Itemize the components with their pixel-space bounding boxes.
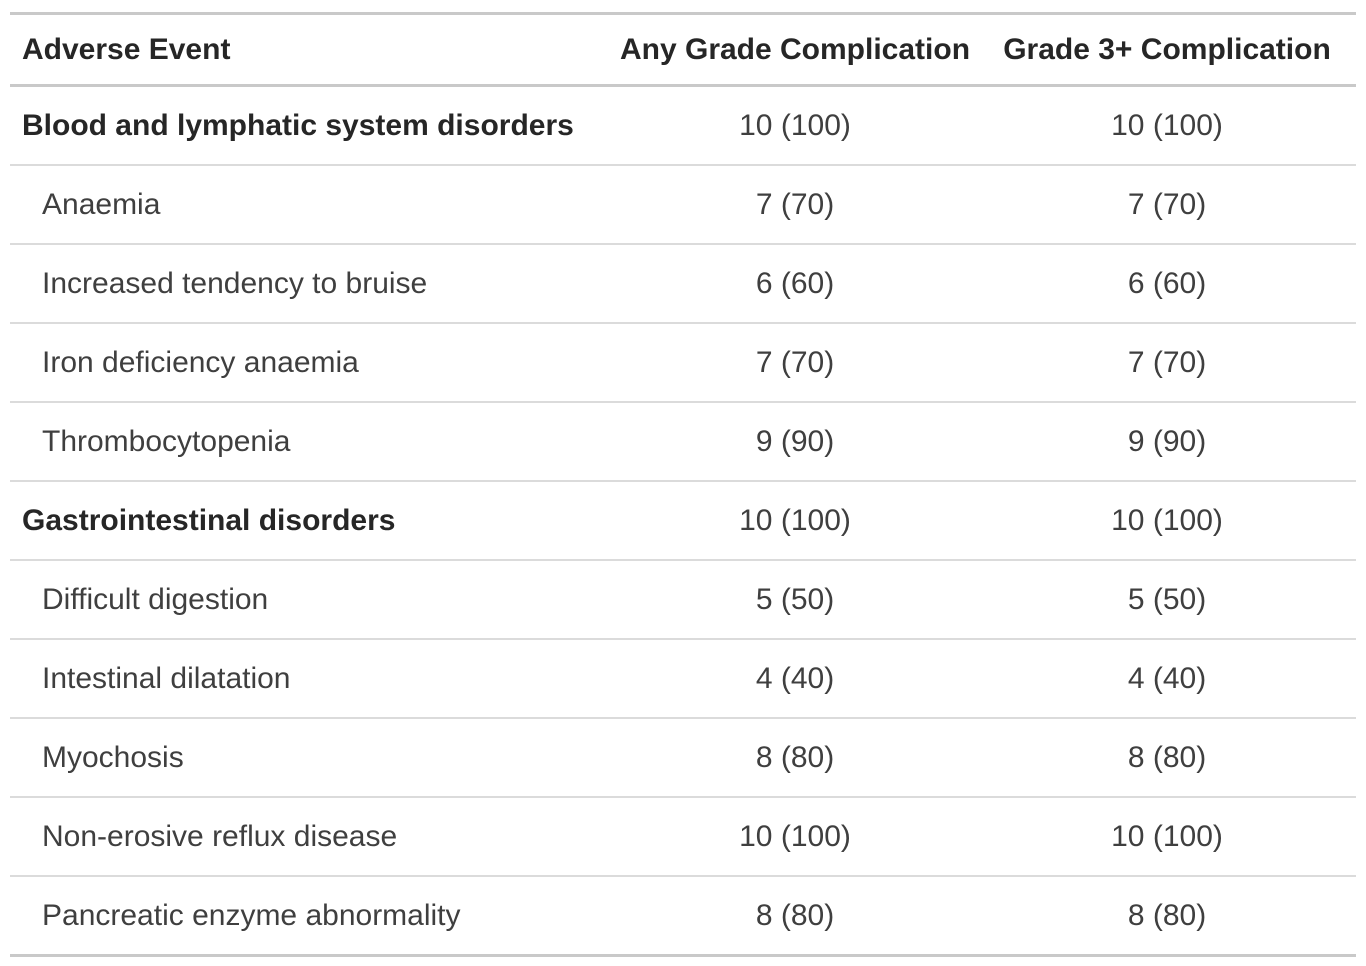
adverse-event-cell: Blood and lymphatic system disorders (10, 85, 612, 166)
adverse-events-table-container: Adverse Event Any Grade Complication Gra… (10, 12, 1356, 957)
grade3plus-complication-cell: 7 (70) (978, 323, 1356, 403)
any-grade-complication-cell: 10 (100) (612, 481, 978, 561)
grade3plus-complication-cell: 4 (40) (978, 639, 1356, 719)
adverse-event-cell: Anaemia (10, 165, 612, 245)
any-grade-complication-cell: 10 (100) (612, 85, 978, 166)
table-row: Gastrointestinal disorders 10 (100) 10 (10… (10, 481, 1356, 561)
table-row: Intestinal dilatation 4 (40) 4 (40) (10, 639, 1356, 719)
any-grade-complication-cell: 7 (70) (612, 165, 978, 245)
adverse-event-cell: Myochosis (10, 718, 612, 798)
grade3plus-complication-cell: 5 (50) (978, 560, 1356, 640)
table-row: Thrombocytopenia 9 (90) 9 (90) (10, 402, 1356, 482)
grade3plus-complication-cell: 7 (70) (978, 165, 1356, 245)
adverse-event-cell: Intestinal dilatation (10, 639, 612, 719)
adverse-event-cell: Difficult digestion (10, 560, 612, 640)
any-grade-complication-cell: 5 (50) (612, 560, 978, 640)
any-grade-complication-cell: 10 (100) (612, 797, 978, 877)
grade3plus-complication-cell: 10 (100) (978, 481, 1356, 561)
column-header-any-grade-complication: Any Grade Complication (612, 12, 978, 87)
grade3plus-complication-cell: 9 (90) (978, 402, 1356, 482)
adverse-event-cell: Gastrointestinal disorders (10, 481, 612, 561)
any-grade-complication-cell: 8 (80) (612, 718, 978, 798)
table-row: Difficult digestion 5 (50) 5 (50) (10, 560, 1356, 640)
grade3plus-complication-cell: 10 (100) (978, 797, 1356, 877)
table-row: Non-erosive reflux disease 10 (100) 10 (10… (10, 797, 1356, 877)
table-row: Increased tendency to bruise 6 (60) 6 (60) (10, 244, 1356, 324)
grade3plus-complication-cell: 8 (80) (978, 876, 1356, 957)
adverse-event-cell: Increased tendency to bruise (10, 244, 612, 324)
table-row: Myochosis 8 (80) 8 (80) (10, 718, 1356, 798)
adverse-event-cell: Pancreatic enzyme abnormality (10, 876, 612, 957)
any-grade-complication-cell: 7 (70) (612, 323, 978, 403)
adverse-events-table: Adverse Event Any Grade Complication Gra… (10, 12, 1356, 957)
table-row: Pancreatic enzyme abnormality 8 (80) 8 (80… (10, 876, 1356, 957)
header-row: Adverse Event Any Grade Complication Gra… (10, 12, 1356, 87)
any-grade-complication-cell: 9 (90) (612, 402, 978, 482)
adverse-event-cell: Thrombocytopenia (10, 402, 612, 482)
grade3plus-complication-cell: 10 (100) (978, 85, 1356, 166)
any-grade-complication-cell: 4 (40) (612, 639, 978, 719)
grade3plus-complication-cell: 6 (60) (978, 244, 1356, 324)
table-body: Blood and lymphatic system disorders 10 (… (10, 85, 1356, 957)
adverse-event-cell: Iron deficiency anaemia (10, 323, 612, 403)
table-row: Iron deficiency anaemia 7 (70) 7 (70) (10, 323, 1356, 403)
table-header: Adverse Event Any Grade Complication Gra… (10, 12, 1356, 87)
grade3plus-complication-cell: 8 (80) (978, 718, 1356, 798)
column-header-adverse-event: Adverse Event (10, 12, 612, 87)
column-header-grade3plus-complication: Grade 3+ Complication (978, 12, 1356, 87)
adverse-event-cell: Non-erosive reflux disease (10, 797, 612, 877)
table-row: Anaemia 7 (70) 7 (70) (10, 165, 1356, 245)
any-grade-complication-cell: 8 (80) (612, 876, 978, 957)
any-grade-complication-cell: 6 (60) (612, 244, 978, 324)
table-row: Blood and lymphatic system disorders 10 (… (10, 85, 1356, 166)
